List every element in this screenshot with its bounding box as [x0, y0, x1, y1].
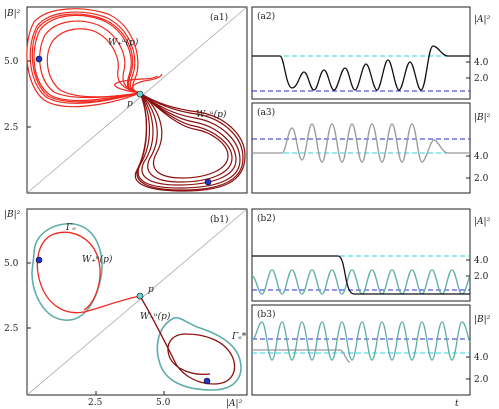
panel-b1-wplus-label: W₊ᵘ(p) [82, 254, 113, 265]
panel-a2-timeseries [252, 45, 470, 91]
panel-a2-frame [251, 6, 471, 100]
panel-b1-fixed-point-upper [35, 256, 43, 264]
panel-a1-wminus-label: W₋ᵘ(p) [196, 109, 227, 120]
panel-b3-ytick-label-2: 2.0 [474, 375, 489, 385]
panel-b1-ytick-label-25: 2.5 [4, 324, 19, 334]
panel-a3-ytick-label-4: 4.0 [474, 152, 489, 162]
panel-a3-ytick-label-2: 2.0 [474, 174, 489, 184]
panel-a1: (a1) W₊ᵘ(p) W₋ᵘ(p) p 5.0 2.5 |B|² [4, 6, 248, 194]
panel-b3-teal-oscillation [251, 321, 471, 361]
panel-a3: (a3) 4.0 2.0 |B|² [251, 102, 491, 194]
panel-b2-frame [251, 208, 471, 302]
panel-b2-ylabel: |A|² [474, 217, 491, 227]
panel-b1-ytick-label-5: 5.0 [4, 259, 19, 269]
panel-a1-ytick-label-5: 5.0 [4, 57, 19, 67]
panel-a1-frame [26, 6, 248, 194]
panel-b3-xlabel: t [455, 399, 459, 409]
panel-b3: (b3) 4.0 2.0 |B|² t [251, 304, 491, 409]
panel-a2-ytick-label-2: 2.0 [474, 74, 489, 84]
panel-a1-ylabel: |B|² [4, 9, 21, 19]
panel-a2-label: (a2) [257, 11, 275, 22]
panel-b1-p-label: p [148, 285, 154, 295]
panel-a2-ytick-label-4: 4.0 [474, 58, 489, 68]
panel-b1-xlabel: |A|² [226, 399, 243, 409]
panel-b2-ytick-label-2: 2.0 [474, 272, 489, 282]
panel-b3-ytick-label-4: 4.0 [474, 353, 489, 363]
panel-b3-ylabel: |B|² [474, 315, 491, 325]
panel-a1-fixed-point-upper [35, 55, 43, 63]
panel-a2: (a2) 4.0 2.0 |A|² [251, 6, 491, 100]
panel-a1-p-label: p [127, 99, 133, 109]
panel-b1-diagonal [26, 208, 248, 396]
panel-a1-wplus-orbits [26, 8, 163, 108]
panel-a3-timeseries [252, 123, 470, 163]
panel-b1-frame [26, 208, 248, 396]
panel-b2-ytick-label-4: 4.0 [474, 256, 489, 266]
panel-b1-gammastar-label: Γₒ* [231, 332, 247, 342]
panel-b1-wminus-label: W₋ᵘ(p) [140, 311, 171, 322]
panel-a1-wminus-orbits [134, 92, 246, 192]
panel-b1-gamma-orbit [31, 222, 103, 321]
panel-a1-ytick-label-25: 2.5 [4, 123, 19, 133]
panel-b2-black-timeseries [252, 255, 470, 295]
panel-b1-gammastar-orbit [156, 316, 242, 391]
panel-b1-saddle-p [136, 292, 144, 300]
panel-a2-ylabel: |A|² [474, 15, 491, 25]
panel-a1-label: (a1) [210, 12, 228, 23]
panel-a1-saddle-p [136, 90, 144, 98]
panel-b1-ylabel: |B|² [4, 210, 21, 220]
panel-b1-label: (b1) [210, 214, 229, 225]
panel-b2-label: (b2) [257, 213, 276, 224]
panel-b1-fixed-point-lower [203, 377, 211, 385]
panel-a1-fixed-point-lower [204, 178, 212, 186]
panel-a3-label: (a3) [257, 107, 275, 118]
panel-b3-gray-timeseries [252, 349, 351, 363]
panel-b3-label: (b3) [257, 309, 276, 320]
panel-b1-xtick-label-25: 2.5 [88, 398, 103, 408]
panel-b2: (b2) 4.0 2.0 |A|² [251, 208, 491, 302]
panel-b1: (b1) Γₒ Γₒ* W₊ᵘ(p) W₋ᵘ(p) p 5.0 2.5 |B|²… [4, 208, 248, 409]
panel-a1-diagonal [26, 6, 248, 194]
panel-b1-xtick-label-5: 5.0 [156, 398, 171, 408]
panel-b1-gamma-label: Γₒ [65, 223, 76, 233]
panel-b1-wplus [36, 231, 141, 314]
panel-a1-wplus-label: W₊ᵘ(p) [108, 37, 139, 48]
panel-a3-ylabel: |B|² [474, 113, 491, 123]
panel-a3-frame [251, 102, 471, 194]
panel-b1-wminus [139, 295, 236, 385]
